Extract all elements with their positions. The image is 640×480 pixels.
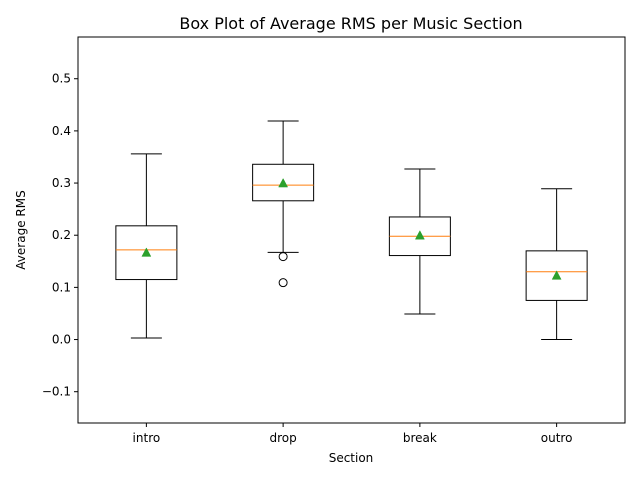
mean-marker [278,178,289,188]
y-tick-label: 0.5 [52,72,71,86]
chart-marks [115,120,588,341]
y-tick-label: 0.3 [52,176,71,190]
mean-marker [141,247,152,257]
interquartile-box [525,250,588,301]
y-axis-ticks: −0.1 0.0 0.1 0.2 0.3 0.4 0.5 [42,72,78,399]
mean-marker [551,270,562,280]
x-tick-label: drop [270,431,297,445]
mean-marker [414,230,425,240]
x-tick-label: break [403,431,437,445]
plot-frame [77,36,626,424]
y-tick-label: 0.4 [52,124,71,138]
interquartile-box [115,225,178,281]
y-axis-label: Average RMS [14,190,28,269]
outlier-point [278,252,288,262]
box-intro [115,153,178,339]
box-drop [252,120,315,288]
box-outro [525,188,588,341]
x-tick-label: outro [541,431,573,445]
x-axis-label: Section [329,451,374,465]
y-tick-label: 0.1 [52,280,71,294]
x-tick-label: intro [133,431,161,445]
y-tick-label: 0.0 [52,333,71,347]
chart-title: Box Plot of Average RMS per Music Sectio… [179,14,522,33]
y-tick-label: −0.1 [42,385,71,399]
x-axis-ticks: intro drop break outro [133,423,573,445]
interquartile-box [252,163,315,202]
y-tick-label: 0.2 [52,228,71,242]
box-break [388,168,451,315]
outlier-point [278,278,288,288]
